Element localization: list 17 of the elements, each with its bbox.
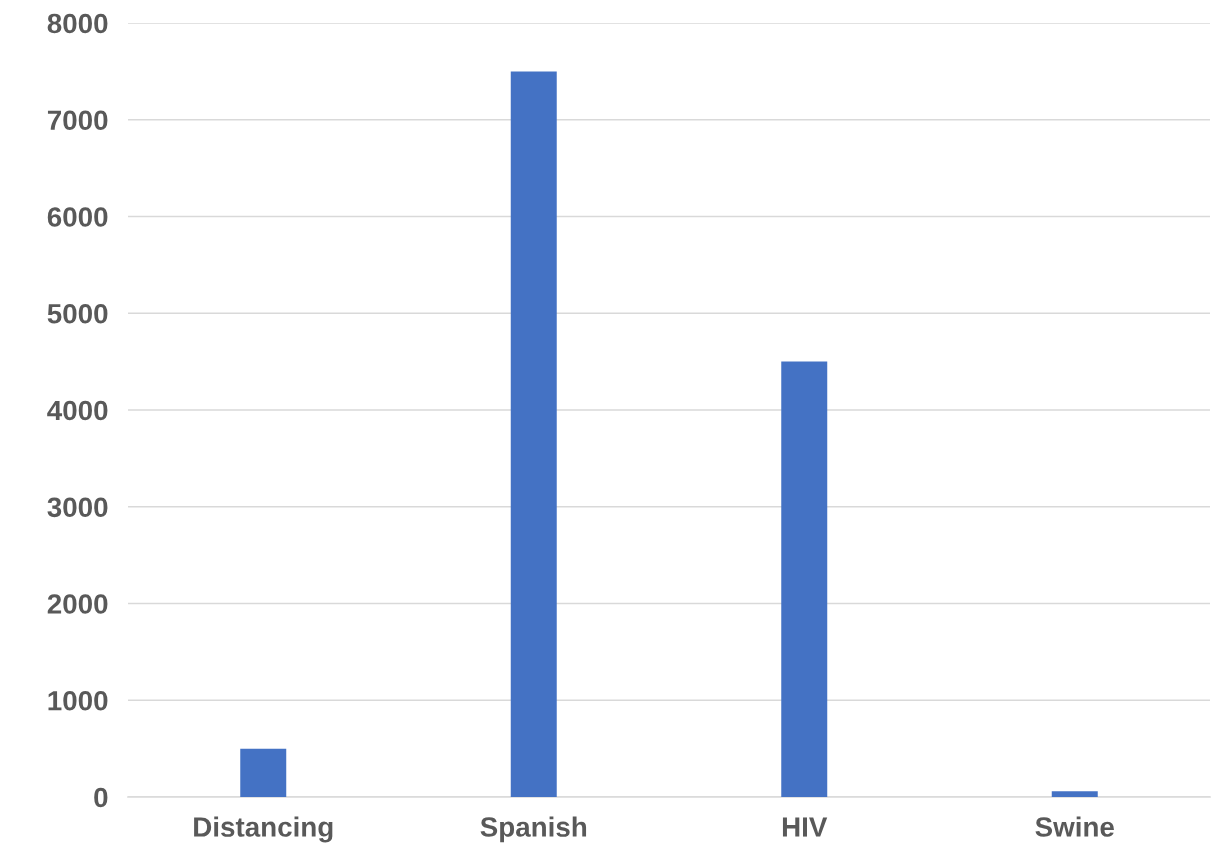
y-tick-label: 3000 [47, 497, 108, 518]
y-tick-label: 4000 [47, 400, 108, 421]
x-tick-label: Spanish [480, 816, 587, 843]
y-tick-label: 7000 [47, 110, 108, 131]
bar [781, 361, 828, 797]
y-tick-label: 6000 [47, 207, 108, 227]
y-tick-label: 0 [94, 787, 108, 808]
x-tick-label: Distancing [194, 816, 333, 843]
x-tick-label: HIV [782, 817, 828, 837]
x-tick-label: Swine [1035, 816, 1114, 837]
bar [1051, 791, 1098, 797]
bar [240, 748, 287, 797]
y-tick-label: 8000 [47, 13, 108, 34]
y-tick-label: 5000 [47, 303, 108, 324]
y-tick-label: 2000 [47, 594, 108, 614]
y-tick-label: 1000 [48, 690, 108, 711]
bar [510, 71, 557, 797]
